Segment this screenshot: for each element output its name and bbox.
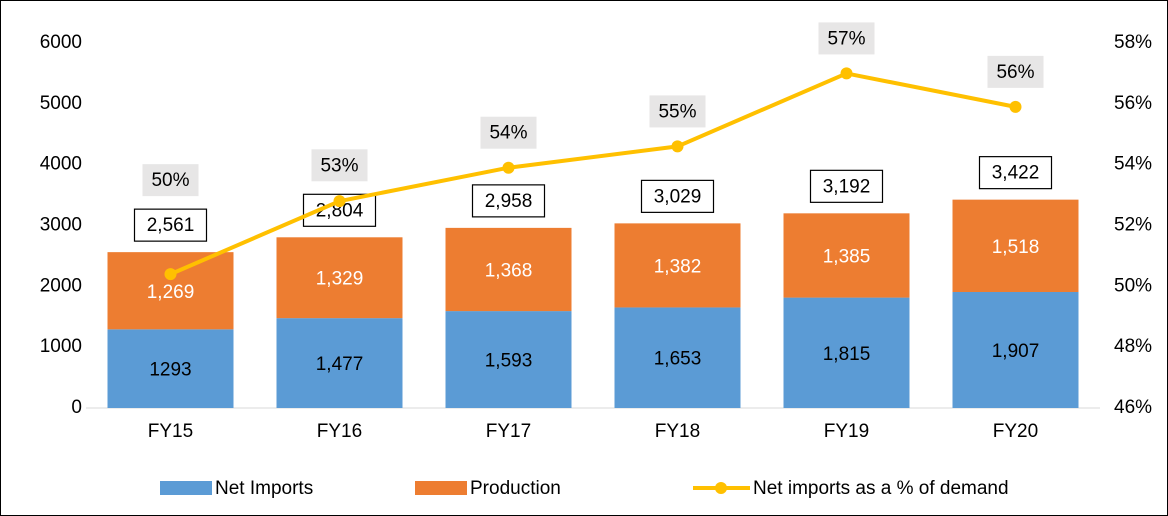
bar-segment: [107, 252, 234, 330]
y2-tick-label: 48%: [1114, 336, 1152, 357]
legend-label: Net Imports: [215, 478, 313, 499]
bar-segment: [445, 311, 572, 408]
total-label-box: [133, 208, 208, 242]
x-tick-label: FY16: [317, 421, 362, 442]
data-label: 1,907: [992, 341, 1040, 362]
y2-tick-label: 54%: [1114, 154, 1152, 175]
line-point: [840, 67, 853, 80]
data-label: 1,518: [992, 237, 1040, 258]
line-label: 56%: [996, 62, 1034, 83]
line-point: [333, 195, 346, 208]
line-label-box: [142, 164, 199, 197]
y-tick-label: 6000: [40, 32, 82, 53]
legend-label: Production: [470, 478, 561, 499]
line-label-box: [480, 116, 537, 149]
data-label: 1,477: [316, 354, 364, 375]
y-tick-label: 1000: [40, 336, 82, 357]
legend-label: Net imports as a % of demand: [753, 478, 1009, 499]
data-label: 1,329: [316, 269, 364, 290]
bar-segment: [783, 213, 910, 298]
line-series: [169, 71, 1016, 277]
legend-swatch: [160, 481, 212, 495]
bar-segment: [783, 297, 910, 408]
y2-tick-label: 50%: [1114, 275, 1152, 296]
line-point: [1009, 100, 1022, 113]
line-label: 53%: [320, 155, 358, 176]
y2-tick-label: 56%: [1114, 93, 1152, 114]
y2-tick-label: 58%: [1114, 32, 1152, 53]
x-tick-label: FY15: [148, 421, 193, 442]
y2-tick-label: 46%: [1114, 397, 1152, 418]
bar-segment: [614, 307, 741, 408]
legend-swatch: [415, 481, 467, 495]
line-label-box: [649, 95, 706, 128]
x-tick-label: FY18: [655, 421, 700, 442]
line-label: 55%: [658, 101, 696, 122]
line-point: [164, 268, 177, 281]
y2-tick-label: 52%: [1114, 215, 1152, 236]
bar-segment: [952, 291, 1079, 408]
x-tick-label: FY17: [486, 421, 531, 442]
y-tick-label: 0: [71, 397, 82, 418]
bar-segment: [276, 237, 403, 319]
total-label: 3,422: [992, 163, 1040, 184]
total-label: 3,192: [823, 176, 871, 197]
total-label: 2,958: [485, 191, 533, 212]
data-label: 1,269: [147, 282, 195, 303]
total-label-box: [640, 179, 715, 213]
total-label: 2,561: [147, 215, 195, 236]
total-label-box: [978, 156, 1053, 190]
line-point: [502, 161, 515, 174]
total-label-box: [471, 184, 546, 218]
bar-segment: [445, 227, 572, 312]
line-label-box: [818, 22, 875, 55]
data-label: 1,368: [485, 260, 533, 281]
y-tick-label: 4000: [40, 154, 82, 175]
data-label: 1293: [149, 360, 191, 381]
data-label: 1,593: [485, 351, 533, 372]
bar-segment: [614, 223, 741, 308]
bar-segment: [107, 329, 234, 408]
line-label-box: [987, 55, 1044, 88]
data-label: 1,382: [654, 256, 702, 277]
total-label: 3,029: [654, 186, 702, 207]
bar-segment: [952, 199, 1079, 292]
total-label-box: [809, 169, 884, 203]
legend-swatch-point: [715, 482, 727, 494]
line-label: 54%: [489, 123, 527, 144]
data-label: 1,815: [823, 344, 871, 365]
line-label: 57%: [827, 28, 865, 49]
y-tick-label: 2000: [40, 275, 82, 296]
line-point: [671, 140, 684, 153]
x-tick-label: FY19: [824, 421, 869, 442]
y-tick-label: 3000: [40, 215, 82, 236]
data-label: 1,653: [654, 349, 702, 370]
line-label-box: [311, 149, 368, 182]
bar-segment: [276, 318, 403, 408]
data-label: 1,385: [823, 246, 871, 267]
x-tick-label: FY20: [993, 421, 1038, 442]
line-label: 50%: [151, 170, 189, 191]
y-tick-label: 5000: [40, 93, 82, 114]
